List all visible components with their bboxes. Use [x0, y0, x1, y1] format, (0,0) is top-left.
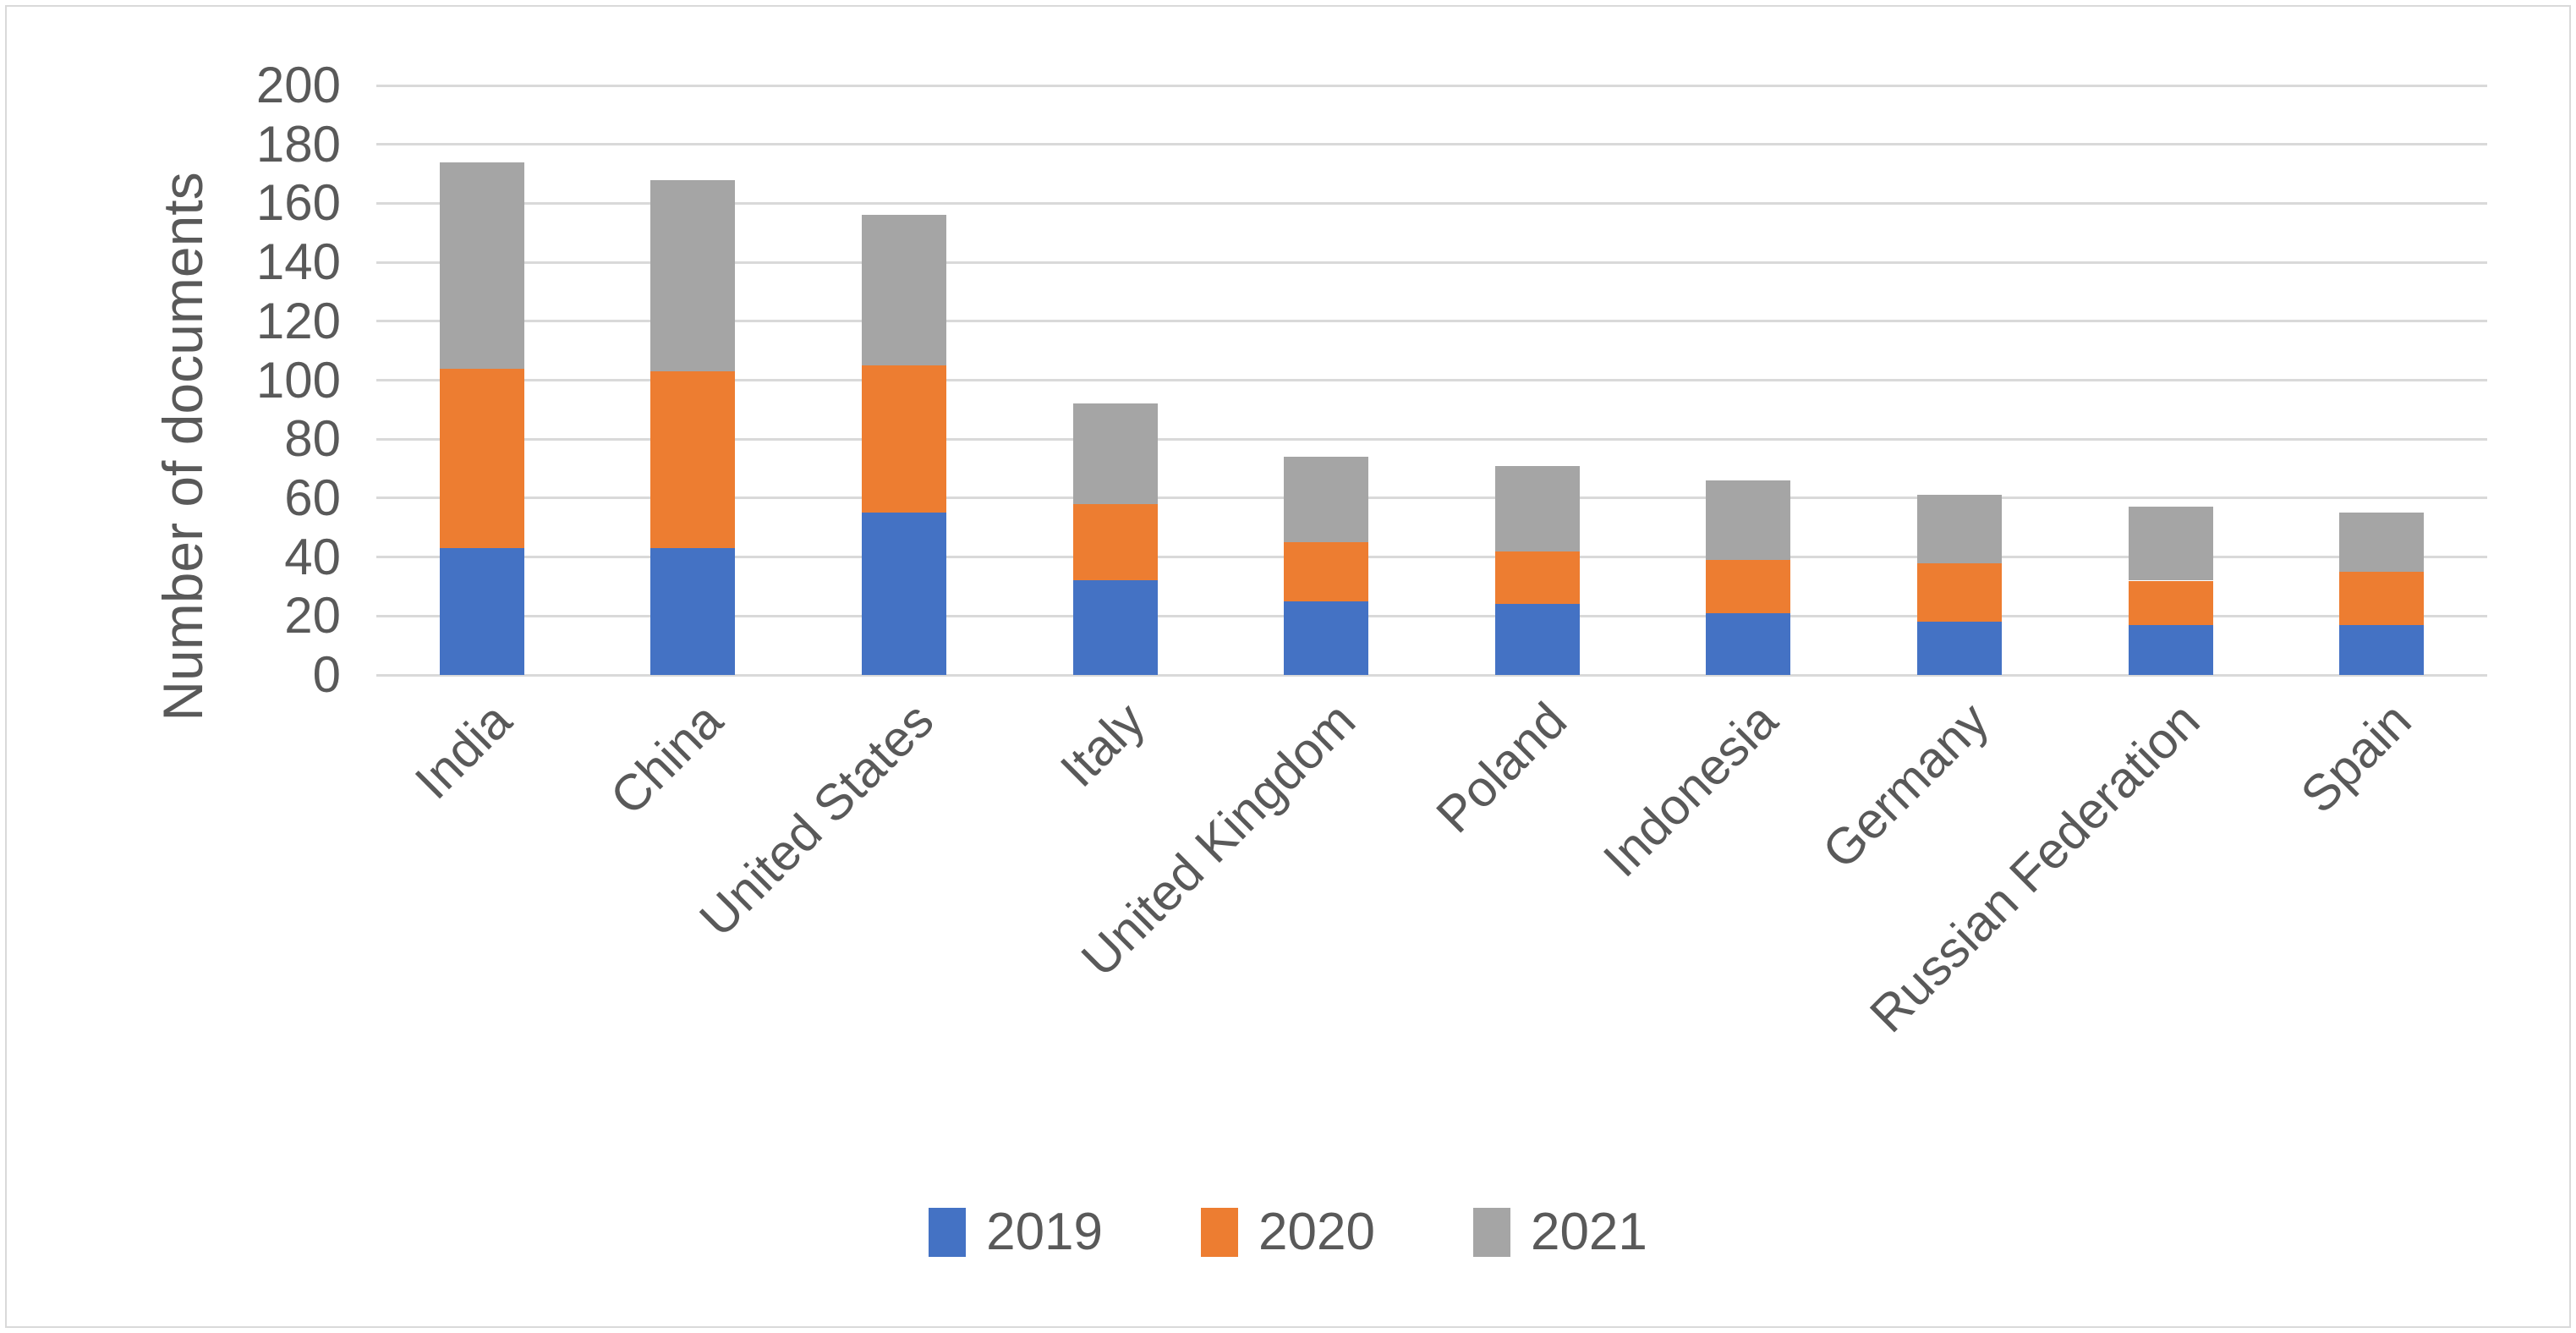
bar-segment-china-2020: [650, 371, 736, 549]
bar-segment-spain-2019: [2339, 624, 2425, 675]
x-category-label-india: India: [403, 691, 523, 810]
bar-russian-federation: [2128, 85, 2213, 675]
bar-india: [439, 85, 524, 675]
bar-germany: [1917, 85, 2002, 675]
legend-label-2019: 2019: [986, 1203, 1104, 1261]
legend-item-2021: 2021: [1472, 1203, 1647, 1261]
bar-segment-italy-2020: [1072, 503, 1158, 581]
bar-segment-italy-2019: [1072, 580, 1158, 675]
bar-segment-china-2019: [650, 548, 736, 675]
gridline-y-20: [376, 614, 2487, 617]
y-tick-label-180: 180: [255, 115, 341, 173]
gridline-y-160: [376, 201, 2487, 205]
bar-segment-germany-2021: [1917, 495, 2002, 563]
gridline-y-180: [376, 143, 2487, 146]
x-category-label-indonesia: Indonesia: [1592, 691, 1789, 888]
gridline-y-40: [376, 556, 2487, 559]
bar-united-states: [862, 85, 946, 675]
x-category-label-germany: Germany: [1811, 691, 2000, 880]
bar-segment-indonesia-2020: [1706, 560, 1791, 613]
bar-segment-united-states-2021: [862, 215, 946, 366]
bar-segment-united-kingdom-2019: [1284, 601, 1369, 675]
y-tick-label-20: 20: [284, 587, 341, 645]
bar-segment-indonesia-2021: [1706, 480, 1791, 561]
legend: 2019 2020 2021: [7, 1206, 2569, 1259]
bar-segment-united-kingdom-2021: [1284, 457, 1369, 543]
bar-segment-spain-2021: [2339, 513, 2425, 573]
legend-label-2020: 2020: [1258, 1203, 1375, 1261]
gridline-y-0: [376, 673, 2487, 677]
bar-segment-russian-federation-2021: [2128, 507, 2213, 581]
bar-segment-poland-2020: [1494, 551, 1580, 605]
bar-segment-india-2019: [439, 548, 524, 675]
bar-segment-russian-federation-2020: [2128, 580, 2213, 625]
stacked-bar-chart: Number of documents 0 20 40 60 80 100 120 140 16…: [7, 7, 2569, 1326]
gridline-y-140: [376, 261, 2487, 264]
legend-swatch-2021: [1472, 1208, 1510, 1257]
bar-segment-india-2020: [439, 368, 524, 549]
bar-segment-germany-2019: [1917, 622, 2002, 675]
x-category-label-italy: Italy: [1049, 691, 1155, 798]
gridline-y-100: [376, 379, 2487, 381]
bar-poland: [1494, 85, 1580, 675]
x-category-label-china: China: [599, 691, 733, 826]
gridline-y-120: [376, 320, 2487, 323]
y-tick-label-160: 160: [255, 174, 341, 232]
y-tick-label-120: 120: [255, 292, 341, 349]
bar-segment-united-states-2020: [862, 365, 946, 513]
bar-segment-germany-2020: [1917, 562, 2002, 623]
chart-figure: Number of documents 0 20 40 60 80 100 120 140 16…: [5, 5, 2571, 1328]
y-tick-label-60: 60: [284, 469, 341, 526]
gridline-y-80: [376, 437, 2487, 441]
bar-italy: [1072, 85, 1158, 675]
bar-segment-united-kingdom-2020: [1284, 542, 1369, 601]
y-tick-label-40: 40: [284, 528, 341, 585]
x-category-label-poland: Poland: [1425, 691, 1578, 844]
bar-segment-poland-2021: [1494, 465, 1580, 551]
bar-segment-united-states-2019: [862, 513, 946, 675]
y-tick-label-80: 80: [284, 410, 341, 468]
bar-indonesia: [1706, 85, 1791, 675]
bar-segment-indonesia-2019: [1706, 612, 1791, 675]
y-tick-label-0: 0: [312, 646, 341, 703]
legend-label-2021: 2021: [1530, 1203, 1647, 1261]
bar-spain: [2339, 85, 2425, 675]
gridline-y-200: [376, 84, 2487, 87]
bar-segment-spain-2020: [2339, 572, 2425, 625]
bar-segment-italy-2021: [1072, 403, 1158, 504]
legend-swatch-2020: [1201, 1208, 1239, 1257]
bar-united-kingdom: [1284, 85, 1369, 675]
bar-segment-russian-federation-2019: [2128, 624, 2213, 675]
x-category-label-spain: Spain: [2289, 691, 2422, 824]
bar-china: [650, 85, 736, 675]
y-tick-label-200: 200: [255, 57, 341, 113]
bar-segment-china-2021: [650, 179, 736, 372]
y-tick-label-100: 100: [255, 351, 341, 409]
plot-area: [376, 84, 2487, 677]
gridline-y-60: [376, 496, 2487, 500]
y-tick-label-140: 140: [255, 233, 341, 291]
bar-segment-poland-2019: [1494, 604, 1580, 675]
legend-item-2019: 2019: [929, 1206, 1103, 1259]
legend-item-2020: 2020: [1201, 1206, 1375, 1259]
legend-swatch-2019: [929, 1208, 967, 1257]
bar-segment-india-2021: [439, 162, 524, 369]
